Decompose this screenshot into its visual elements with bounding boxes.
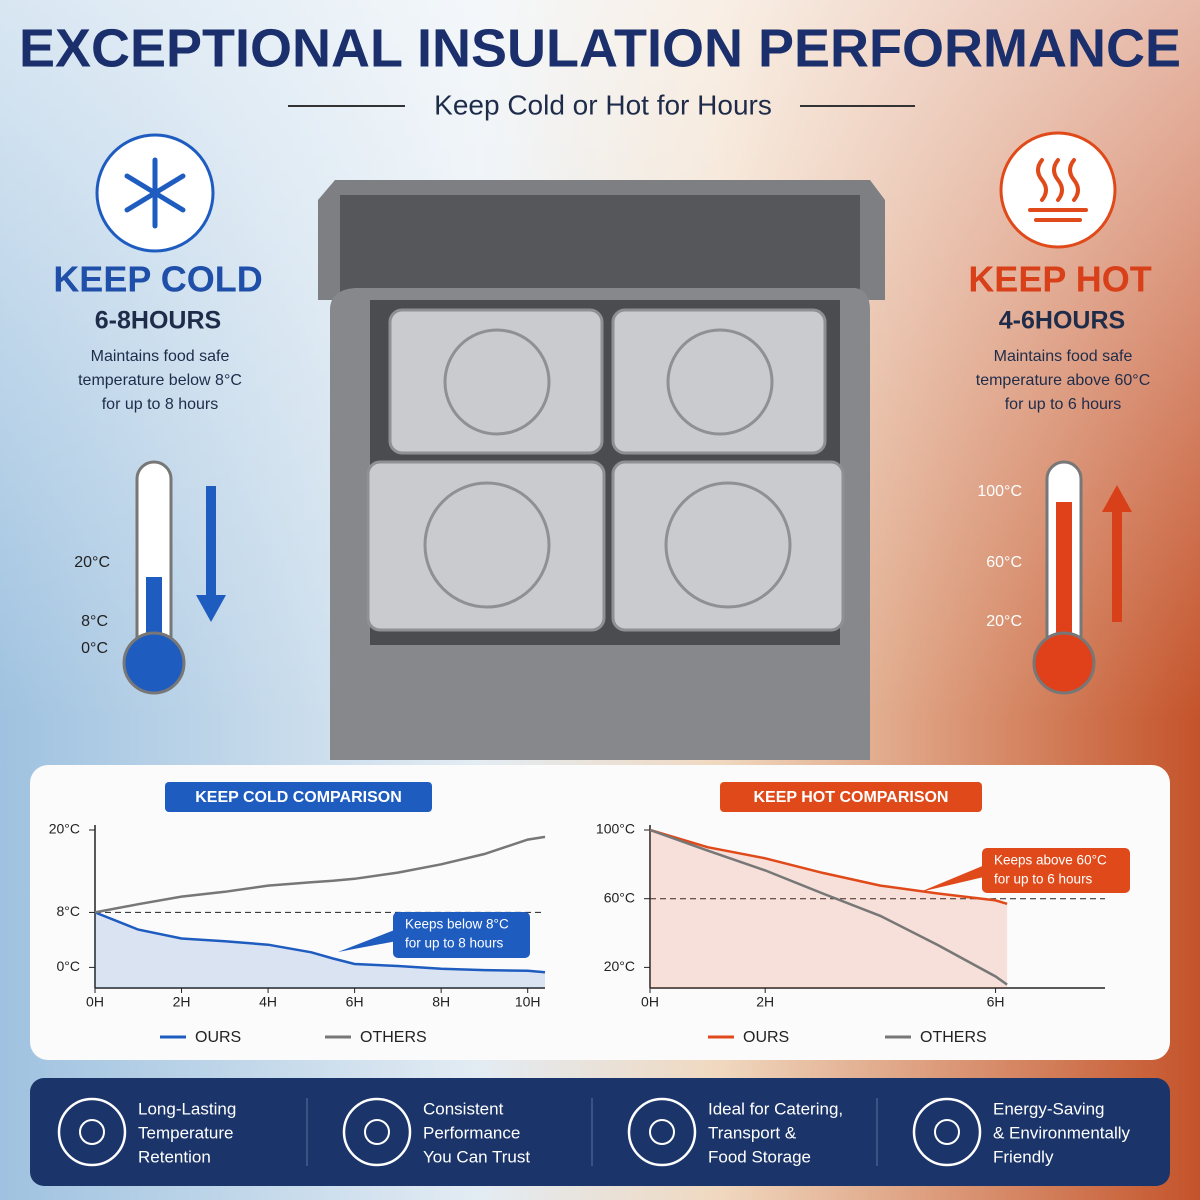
annotation-box [393, 912, 530, 958]
comparison-card [30, 765, 1170, 1060]
x-tick-label: 6H [346, 994, 364, 1010]
hot-title: KEEP HOT [968, 259, 1151, 300]
chart-title: KEEP COLD COMPARISON [195, 789, 402, 806]
up-arrow [1102, 485, 1132, 622]
annotation-text: for up to 6 hours [994, 872, 1093, 887]
feature-text: Performance [423, 1123, 520, 1142]
down-arrow [196, 486, 226, 622]
series-line [94, 835, 546, 914]
x-tick-label: 2H [173, 994, 191, 1010]
scale-label: 8°C [81, 613, 108, 630]
y-tick-label: 20°C [49, 821, 80, 837]
feature-text: Retention [138, 1147, 211, 1166]
features: Long-Lasting Temperature Retention Consiste… [57, 1097, 1131, 1167]
annotation-box [982, 848, 1130, 893]
cold-panel: KEEP COLD 6-8HOURS Maintains food safe t… [53, 133, 263, 695]
hot-panel: KEEP HOT 4-6HOURS Maintains food safe te… [968, 131, 1152, 695]
annotation-text: Keeps below 8°C [405, 917, 509, 932]
x-tick-label: 6H [987, 994, 1005, 1010]
heat-waves [1028, 158, 1088, 222]
hot-desc: temperature above 60°C [976, 372, 1151, 389]
legend-label: OURS [743, 1029, 789, 1046]
x-tick-label: 10H [515, 994, 541, 1010]
scale-label: 60°C [986, 554, 1022, 571]
cold-desc: temperature below 8°C [78, 372, 242, 389]
pans [366, 308, 845, 632]
feature-icon [57, 1097, 127, 1167]
x-tick-label: 4H [259, 994, 277, 1010]
feature-glyph [364, 1119, 390, 1145]
cold-title: KEEP COLD [53, 259, 262, 300]
cooler [318, 180, 885, 760]
chart-title-pill [165, 782, 432, 812]
feature-text: Long-Lasting [138, 1099, 236, 1118]
series-line [649, 828, 1008, 905]
feature-text: & Environmentally [993, 1123, 1131, 1142]
snowflake [124, 157, 186, 229]
scale-label: 20°C [986, 613, 1022, 630]
y-tick-label: 8°C [57, 903, 81, 919]
thermometer-bulb [122, 631, 186, 695]
chart-title-pill [720, 782, 982, 812]
feature-icon [912, 1097, 982, 1167]
scale-label: 100°C [977, 483, 1022, 500]
annotation-pointer [338, 929, 397, 952]
hot-desc: Maintains food safe [994, 348, 1133, 365]
y-tick-label: 20°C [604, 958, 635, 974]
features-bar [30, 1078, 1170, 1186]
cold-hours: 6-8HOURS [95, 307, 221, 335]
x-tick-label: 0H [641, 994, 659, 1010]
y-tick-label: 100°C [596, 821, 635, 837]
series-line [94, 911, 546, 974]
annotation-text: Keeps above 60°C [994, 853, 1107, 868]
series-line [649, 828, 1008, 986]
legend-label: OTHERS [920, 1029, 987, 1046]
feature-text: Food Storage [708, 1147, 811, 1166]
legend-label: OURS [195, 1029, 241, 1046]
heat-icon [999, 131, 1117, 249]
feature-text: Ideal for Catering, [708, 1099, 843, 1118]
cold-desc: for up to 8 hours [102, 396, 219, 413]
feature-text: You Can Trust [423, 1147, 530, 1166]
x-tick-label: 8H [432, 994, 450, 1010]
charts: KEEP COLD COMPARISON 20°C 8°C 0°C 0H 2H 4H 6H 8H… [49, 782, 1130, 1046]
feature-icon [342, 1097, 412, 1167]
chart-title: KEEP HOT COMPARISON [754, 789, 949, 806]
x-tick-label: 0H [86, 994, 104, 1010]
feature-text: Transport & [708, 1123, 797, 1142]
cold-desc: Maintains food safe [91, 348, 230, 365]
thermometer-fill [1056, 502, 1072, 667]
feature-text: Consistent [423, 1099, 504, 1118]
hot-desc: for up to 6 hours [1005, 396, 1122, 413]
title: EXCEPTIONAL INSULATION PERFORMANCE [19, 18, 1181, 78]
annotation-pointer [920, 864, 986, 892]
feature-glyph [934, 1119, 960, 1145]
feature-glyph [649, 1119, 675, 1145]
feature-text: Friendly [993, 1147, 1054, 1166]
thermometer-bulb [1032, 631, 1096, 695]
feature-text: Temperature [138, 1123, 233, 1142]
y-tick-label: 0°C [57, 958, 81, 974]
feature-text: Energy-Saving [993, 1099, 1105, 1118]
hot-hours: 4-6HOURS [999, 307, 1125, 335]
scale-label: 0°C [81, 640, 108, 657]
lid-inner [340, 195, 860, 295]
x-tick-label: 2H [756, 994, 774, 1010]
annotation-text: for up to 8 hours [405, 936, 504, 951]
feature-icon [627, 1097, 697, 1167]
y-tick-label: 60°C [604, 889, 635, 905]
scale-label: 20°C [74, 554, 110, 571]
feature-glyph [79, 1119, 105, 1145]
subtitle: Keep Cold or Hot for Hours [434, 89, 772, 120]
pan-lids [423, 328, 792, 609]
legend-label: OTHERS [360, 1029, 427, 1046]
area [650, 830, 1008, 988]
